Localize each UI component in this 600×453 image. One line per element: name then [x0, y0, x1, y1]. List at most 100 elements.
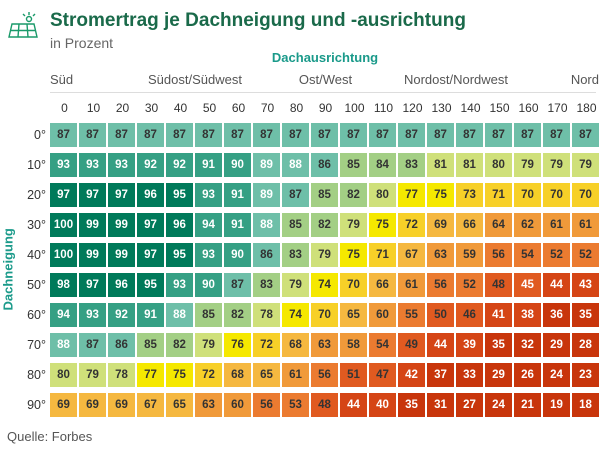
heatmap-cell: 56	[427, 273, 454, 297]
heatmap-cell: 79	[514, 153, 541, 177]
heatmap-cell: 87	[79, 123, 106, 147]
x-tick-label: 60	[231, 101, 246, 115]
heatmap-cell: 85	[195, 303, 222, 327]
x-tick-label: 30	[144, 101, 159, 115]
heatmap-cell: 67	[398, 243, 425, 267]
heatmap-cell: 80	[50, 363, 77, 387]
heatmap-cell: 91	[224, 213, 251, 237]
heatmap-cell: 99	[108, 213, 135, 237]
direction-label: Nord	[570, 72, 599, 87]
heatmap-cell: 95	[137, 273, 164, 297]
heatmap-cell: 75	[166, 363, 193, 387]
heatmap-cell: 28	[572, 333, 599, 357]
heatmap-cell: 36	[543, 303, 570, 327]
heatmap-cell: 48	[485, 273, 512, 297]
heatmap-cell: 42	[398, 363, 425, 387]
heatmap-cell: 97	[137, 213, 164, 237]
heatmap-cell: 65	[166, 393, 193, 417]
heatmap-cell: 24	[485, 393, 512, 417]
y-tick-label: 50°	[27, 278, 46, 292]
heatmap-cell: 79	[195, 333, 222, 357]
heatmap-cell: 88	[166, 303, 193, 327]
heatmap-cell: 24	[543, 363, 570, 387]
heatmap-cell: 82	[224, 303, 251, 327]
heatmap-cell: 69	[427, 213, 454, 237]
heatmap-cell: 77	[398, 183, 425, 207]
heatmap-cell: 44	[427, 333, 454, 357]
heatmap-cell: 70	[543, 183, 570, 207]
heatmap-cell: 88	[282, 153, 309, 177]
heatmap-cell: 60	[369, 303, 396, 327]
heatmap-cell: 74	[311, 273, 338, 297]
heatmap-cell: 79	[543, 153, 570, 177]
heatmap-cell: 91	[137, 303, 164, 327]
chart-title: Stromertrag je Dachneigung und -ausricht…	[50, 10, 466, 31]
x-tick-label: 10	[86, 101, 101, 115]
heatmap-cell: 96	[166, 213, 193, 237]
heatmap-cell: 37	[427, 363, 454, 387]
heatmap-cell: 61	[572, 213, 599, 237]
direction-divider	[50, 92, 596, 93]
heatmap-cell: 61	[398, 273, 425, 297]
heatmap-cell: 29	[485, 363, 512, 387]
heatmap-cell: 87	[311, 123, 338, 147]
heatmap-cell: 70	[572, 183, 599, 207]
x-tick-label: 50	[202, 101, 217, 115]
heatmap-cell: 26	[514, 363, 541, 387]
heatmap-cell: 97	[79, 273, 106, 297]
heatmap-cell: 85	[340, 153, 367, 177]
heatmap-cell: 95	[166, 183, 193, 207]
heatmap-cell: 94	[50, 303, 77, 327]
heatmap-cell: 97	[108, 183, 135, 207]
x-tick-label: 180	[576, 101, 597, 115]
heatmap-cell: 56	[253, 393, 280, 417]
heatmap-cell: 63	[427, 243, 454, 267]
heatmap-cell: 59	[456, 243, 483, 267]
y-tick-label: 30°	[27, 218, 46, 232]
heatmap-cell: 50	[427, 303, 454, 327]
heatmap-cell: 53	[282, 393, 309, 417]
heatmap-cell: 43	[572, 273, 599, 297]
heatmap-cell: 75	[427, 183, 454, 207]
heatmap-cell: 83	[253, 273, 280, 297]
heatmap-cell: 73	[456, 183, 483, 207]
heatmap-cell: 69	[79, 393, 106, 417]
heatmap-cell: 66	[456, 213, 483, 237]
heatmap-cell: 80	[369, 183, 396, 207]
x-axis-title: Dachausrichtung	[271, 50, 379, 65]
heatmap-cell: 55	[398, 303, 425, 327]
heatmap-cell: 35	[485, 333, 512, 357]
heatmap-cell: 93	[79, 303, 106, 327]
heatmap-cell: 99	[108, 243, 135, 267]
heatmap-cell: 87	[514, 123, 541, 147]
heatmap-cell: 54	[514, 243, 541, 267]
heatmap-cell: 67	[137, 393, 164, 417]
heatmap-cell: 87	[427, 123, 454, 147]
heatmap-cell: 54	[369, 333, 396, 357]
x-tick-label: 40	[173, 101, 188, 115]
heatmap-cell: 87	[224, 273, 251, 297]
heatmap-cell: 94	[195, 213, 222, 237]
heatmap-cell: 93	[50, 153, 77, 177]
heatmap-cell: 78	[108, 363, 135, 387]
heatmap-cell: 72	[195, 363, 222, 387]
heatmap-cell: 60	[224, 393, 251, 417]
heatmap-cell: 87	[50, 123, 77, 147]
heatmap-cell: 86	[253, 243, 280, 267]
heatmap-cell: 66	[369, 273, 396, 297]
heatmap-cell: 47	[369, 363, 396, 387]
direction-label: Süd	[50, 72, 74, 87]
heatmap-cell: 82	[166, 333, 193, 357]
direction-label: Nordost/Nordwest	[403, 72, 509, 87]
x-tick-label: 90	[318, 101, 333, 115]
heatmap-cell: 80	[485, 153, 512, 177]
heatmap-cell: 35	[572, 303, 599, 327]
heatmap-cell: 100	[50, 243, 77, 267]
heatmap-cell: 49	[398, 333, 425, 357]
heatmap-cell: 75	[340, 243, 367, 267]
heatmap-cell: 51	[340, 363, 367, 387]
heatmap-cell: 87	[282, 183, 309, 207]
heatmap-cell: 56	[485, 243, 512, 267]
heatmap-cell: 44	[543, 273, 570, 297]
heatmap-cell: 86	[311, 153, 338, 177]
